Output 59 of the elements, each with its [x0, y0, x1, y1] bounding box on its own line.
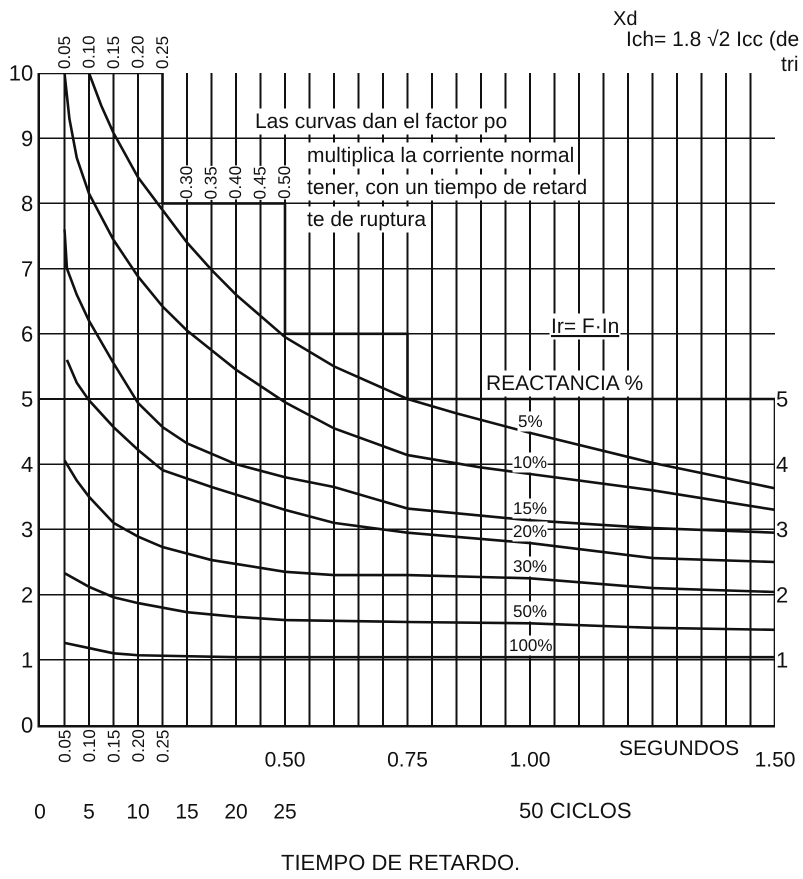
- x-tick-label: 1.50: [754, 748, 796, 772]
- y2-tick-label: 5: [776, 386, 788, 412]
- annotation: Ir= F·In: [551, 315, 620, 338]
- x-tick-label: 1.00: [510, 748, 550, 772]
- y2-tick-label: 2: [776, 582, 788, 608]
- text: tri: [781, 53, 798, 76]
- text: SEGUNDOS: [619, 737, 740, 760]
- series-label: 100%: [509, 636, 552, 655]
- y-tick-label: 8: [20, 191, 34, 216]
- text: 0.10: [80, 729, 99, 762]
- y2-tick-label: 4: [776, 452, 788, 477]
- y-tick-label: 2: [20, 582, 34, 608]
- series-label: 50%: [513, 602, 548, 621]
- y-tick-label: 7: [20, 256, 34, 282]
- x2-axis-title: 50 CICLOS: [519, 798, 632, 823]
- text: 0.05: [55, 730, 74, 763]
- series-label: 15%: [513, 499, 548, 518]
- text: 0.25: [153, 730, 172, 763]
- x2-tick-label: 15: [175, 800, 199, 824]
- y-tick-label: 0: [20, 712, 34, 738]
- annotation: 0.30: [177, 166, 196, 199]
- x2-tick-label: 25: [273, 800, 297, 824]
- y-tick-label: 6: [20, 322, 34, 346]
- y-tick-label: 9: [20, 126, 34, 151]
- annotation: multiplica la corriente normal: [307, 144, 574, 167]
- text: 0.15: [104, 730, 124, 763]
- x2-tick-label: 5: [83, 800, 95, 824]
- y2-tick-label: 3: [776, 517, 788, 542]
- y-tick-label: 4: [20, 452, 34, 477]
- annotation: tener, con un tiempo de retard: [307, 176, 588, 199]
- annotation: 0.10: [80, 35, 98, 68]
- annotation: 0.05: [55, 36, 74, 69]
- y2-tick-label: 1: [776, 648, 788, 672]
- text: Xd: [613, 8, 638, 30]
- annotation: Las curvas dan el factor po: [255, 110, 508, 133]
- series-label: 10%: [513, 453, 548, 472]
- annotation: 0.50: [275, 166, 294, 199]
- annotation: 0.25: [153, 36, 172, 69]
- x-axis-title: TIEMPO DE RETARDO.: [281, 850, 520, 875]
- annotation: 0.40: [226, 166, 246, 199]
- series-label: 30%: [513, 557, 548, 576]
- legend-title: REACTANCIA %: [486, 372, 644, 395]
- x-tick-label: 0.75: [387, 748, 428, 772]
- y-tick-label: 10: [8, 60, 34, 86]
- text: 0.20: [128, 729, 148, 762]
- y-tick-label: 3: [20, 517, 34, 542]
- annotation: 0.15: [104, 36, 123, 69]
- y-tick-label: 5: [20, 386, 34, 412]
- x2-tick-label: 20: [224, 800, 248, 824]
- annotation: te de ruptura: [307, 208, 426, 231]
- annotation: 0.35: [202, 166, 221, 200]
- x-tick-label: 0.50: [264, 748, 306, 772]
- y-tick-label: 1: [20, 648, 34, 672]
- x2-tick-label: 10: [126, 800, 150, 824]
- annotation: 0.20: [128, 35, 148, 68]
- annotation: 0.45: [250, 166, 270, 200]
- text: Ich= 1.8 √2 Icc (de: [626, 28, 800, 51]
- series-label: 20%: [513, 522, 548, 541]
- series-label: 5%: [518, 412, 543, 431]
